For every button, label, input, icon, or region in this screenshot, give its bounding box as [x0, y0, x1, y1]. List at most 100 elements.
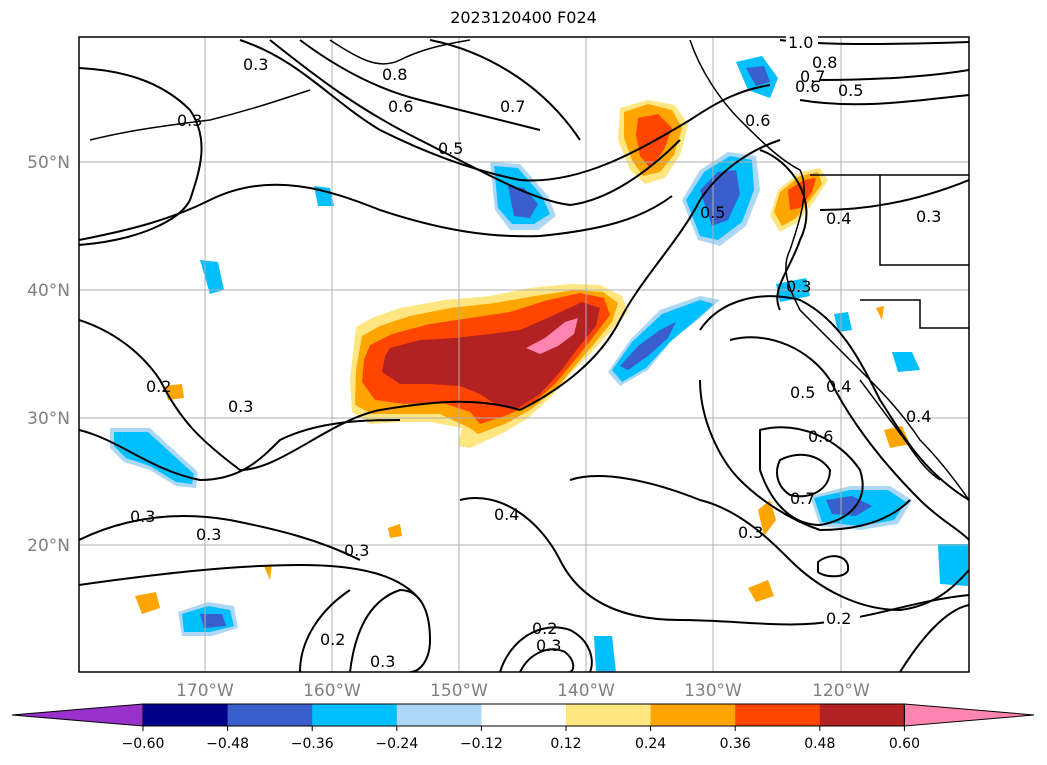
- contour-line: [239, 39, 771, 182]
- lon-label-140w: 140°W: [557, 681, 615, 701]
- lon-label-130w: 130°W: [684, 681, 742, 701]
- contour-line: [819, 69, 969, 81]
- colorbar-segment: [566, 704, 652, 726]
- cold-9: [594, 636, 616, 672]
- contour-line: [79, 419, 401, 482]
- cold-8: [938, 544, 968, 586]
- contour-line: [519, 139, 781, 411]
- coastlines: [89, 39, 969, 501]
- contour-line: [799, 94, 969, 106]
- contour-label: 0.2: [532, 619, 557, 638]
- colorbar-segment: [312, 704, 398, 726]
- colorbar-tick-label: −0.24: [375, 736, 418, 752]
- contour-label: 0.6: [808, 427, 833, 446]
- contour-label: 0.4: [826, 209, 851, 228]
- colorbar-tick-label: 0.48: [804, 736, 835, 752]
- map-frame: [78, 36, 970, 673]
- contour-label: 0.2: [826, 609, 851, 628]
- contour-label: 0.2: [146, 377, 171, 396]
- colorbar-segment: [227, 704, 313, 726]
- contour-label: 0.5: [790, 383, 815, 402]
- contour-line: [759, 149, 808, 311]
- colorbar-segment: [735, 704, 821, 726]
- colorbar-tick-label: −0.48: [206, 736, 249, 752]
- warm-region-pink: [526, 318, 578, 354]
- colorbar-tick-label: −0.36: [291, 736, 334, 752]
- contour-label: 0.3: [916, 207, 941, 226]
- contour-label: 1.0: [788, 33, 813, 52]
- lat-label-50n: 50°N: [27, 153, 70, 173]
- cold-4-mid: [114, 432, 194, 484]
- coastline-baja: [859, 379, 941, 481]
- contour-label: 0.3: [344, 541, 369, 560]
- contour-label: 0.3: [130, 507, 155, 526]
- lon-label-170w: 170°W: [176, 681, 234, 701]
- contour-label: 0.3: [243, 55, 268, 74]
- longitude-labels: 170°W 160°W 150°W 140°W 130°W 120°W: [176, 681, 870, 701]
- colorbar-frame: [142, 703, 905, 727]
- border-us-mexico: [860, 299, 969, 329]
- latitude-labels: 50°N 40°N 30°N 20°N: [27, 153, 70, 556]
- contour-line: [79, 67, 203, 246]
- contour-label: 0.7: [800, 67, 825, 86]
- warm-small-1: [135, 592, 160, 614]
- contour-line: [817, 555, 850, 578]
- contour-line: [499, 626, 593, 672]
- contour-label: 0.5: [700, 203, 725, 222]
- colorbar-tick-label: 0.24: [635, 736, 666, 752]
- contour-label: 0.4: [906, 407, 931, 426]
- contour-label: 0.7: [500, 97, 525, 116]
- colorbar-tick-label: 0.36: [720, 736, 751, 752]
- contour-label: 0.3: [196, 525, 221, 544]
- contour-line: [349, 588, 432, 672]
- colorbar-tick-label: −0.60: [122, 736, 165, 752]
- contour-labels: 1.0 0.8 0.7 0.6 0.5 0.3 0.8 0.6 0.5 0.7 …: [130, 32, 941, 671]
- lat-label-40n: 40°N: [27, 281, 70, 301]
- contour-label: 0.5: [838, 81, 863, 100]
- contour-label: 0.5: [438, 139, 463, 158]
- cold-14: [834, 312, 852, 332]
- warm-small-6: [388, 524, 402, 538]
- contour-line: [299, 39, 541, 131]
- contour-label: 0.3: [738, 523, 763, 542]
- colorbar: −0.60 −0.48 −0.36 −0.24 −0.12 0.12 0.24 0.36 0.4…: [11, 703, 1035, 752]
- contour-line: [79, 563, 421, 601]
- cold-2-inner: [700, 170, 740, 226]
- map-panel: [78, 36, 970, 673]
- contour-label: 0.4: [826, 377, 851, 396]
- colorbar-segment: [481, 704, 567, 726]
- coastline-alaska: [329, 39, 471, 65]
- contour-label: 0.2: [320, 630, 345, 649]
- contour-line: [729, 336, 969, 541]
- warm-small-4: [884, 426, 910, 448]
- colorbar-segment: [650, 704, 736, 726]
- warm-small-7: [264, 564, 272, 580]
- contour-line: [79, 319, 521, 472]
- coastline-north-america: [689, 39, 969, 501]
- cold-3-inner: [620, 322, 676, 370]
- contour-label: 0.4: [494, 505, 519, 524]
- warm-region-darkred: [382, 302, 600, 408]
- contour-label: 0.7: [790, 489, 815, 508]
- cold-7-inner: [746, 66, 770, 86]
- warm-small-3: [758, 500, 776, 536]
- coastline-aleutians: [89, 89, 311, 141]
- lat-label-20n: 20°N: [27, 536, 70, 556]
- colorbar-tick-label: −0.12: [460, 736, 503, 752]
- contour-label: 0.8: [812, 53, 837, 72]
- contour-line: [519, 648, 575, 672]
- colorbar-tick-label: 0.12: [550, 736, 581, 752]
- contour-line: [459, 497, 969, 626]
- contour-label: 0.6: [745, 111, 770, 130]
- contour-label: 0.8: [382, 65, 407, 84]
- contour-line: [819, 179, 969, 211]
- cold-5-inner: [200, 614, 226, 628]
- contour-line: [79, 515, 361, 561]
- contour-line: [299, 589, 351, 672]
- colorbar-tick-label: 0.60: [889, 736, 920, 752]
- contour-line: [699, 295, 969, 501]
- lon-label-160w: 160°W: [303, 681, 361, 701]
- lon-label-120w: 120°W: [812, 681, 870, 701]
- contour-line: [569, 475, 969, 612]
